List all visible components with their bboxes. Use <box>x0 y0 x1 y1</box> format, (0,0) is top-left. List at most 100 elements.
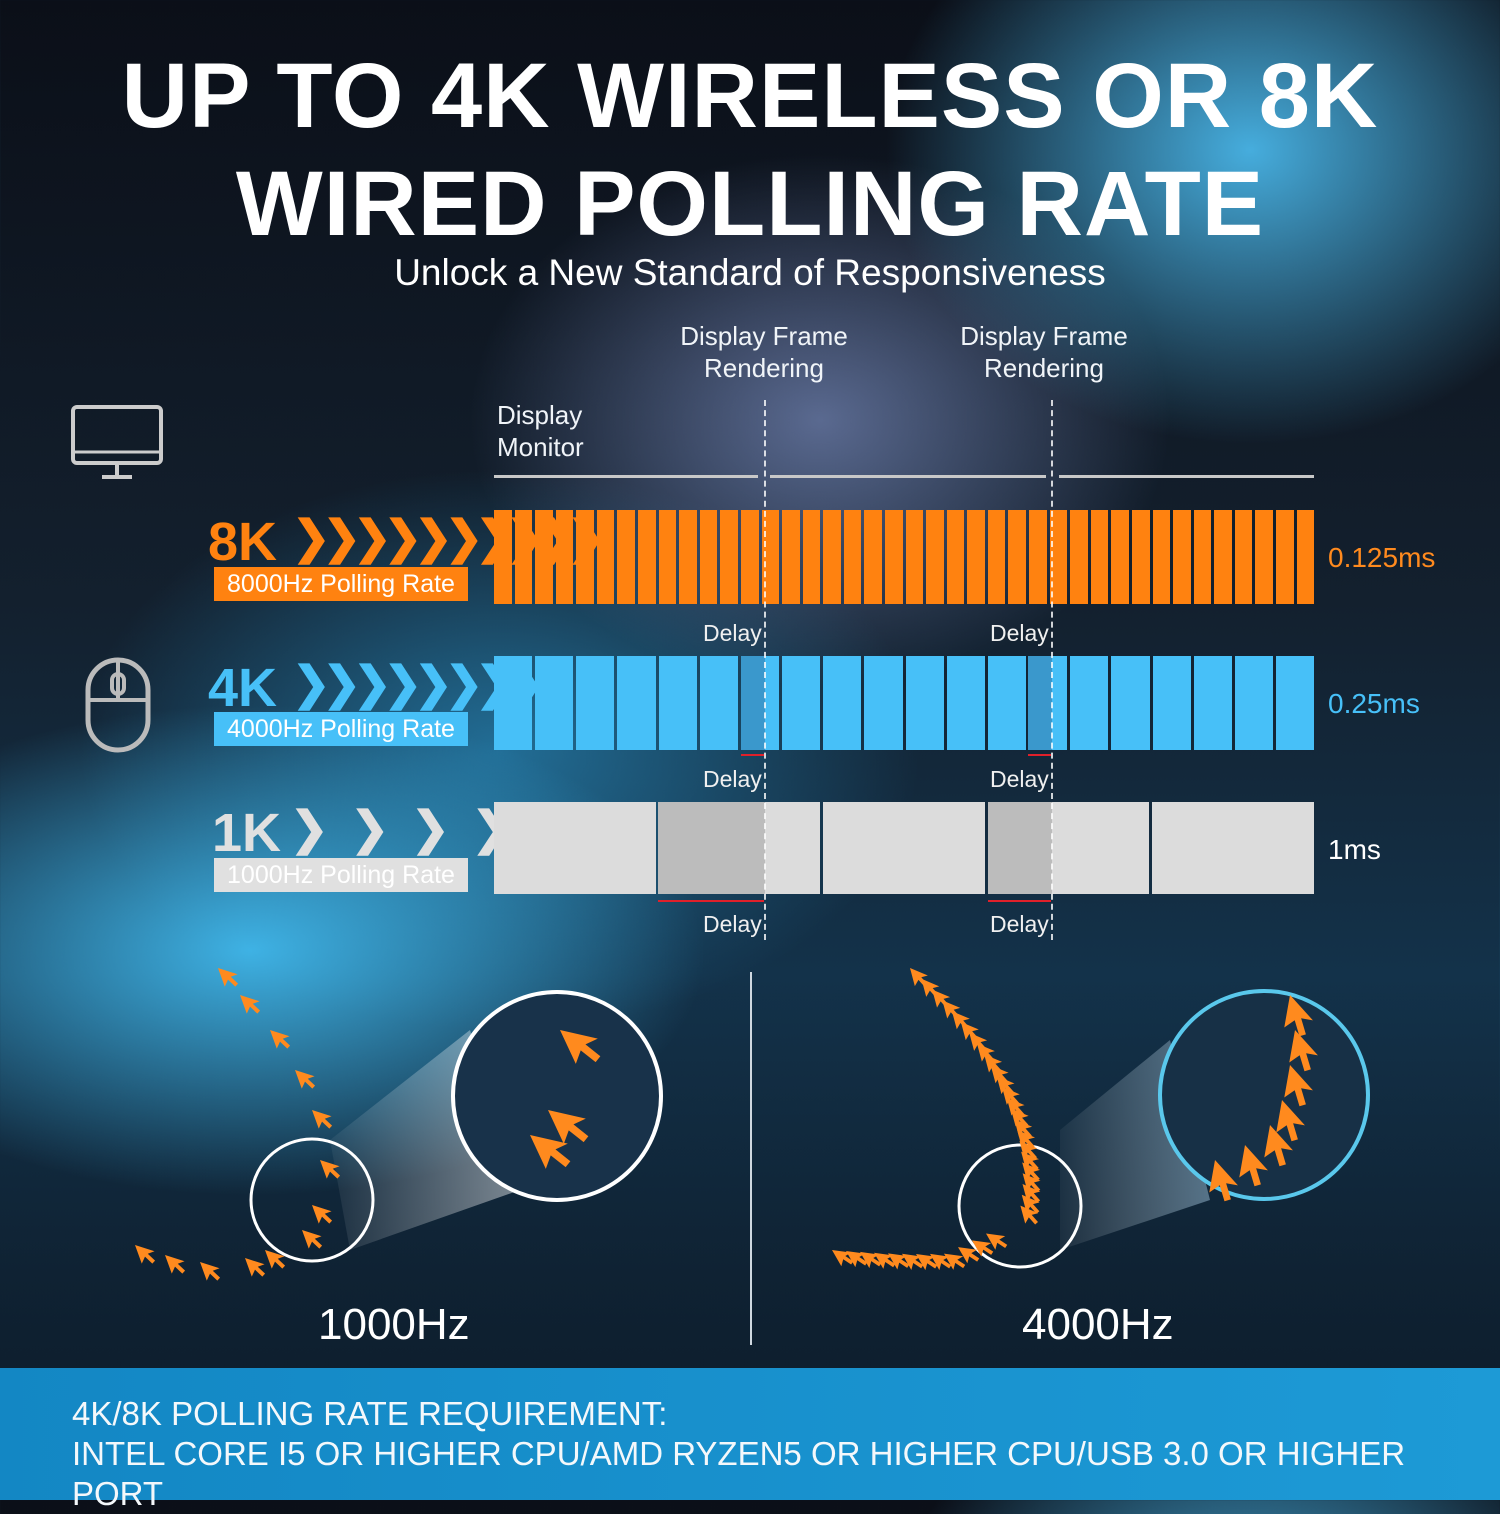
delay-marker <box>658 900 764 902</box>
polling-segment <box>1173 510 1191 604</box>
magnifier-circle-right <box>1158 989 1370 1201</box>
display-monitor-label: Display Monitor <box>497 400 584 462</box>
polling-segment <box>494 510 512 604</box>
delay-shade-4k-1 <box>741 656 765 750</box>
focus-circle-right <box>957 1143 1083 1269</box>
delay-marker <box>988 900 1051 902</box>
interval-8k: 0.125ms <box>1328 542 1436 573</box>
frame-divider-2 <box>1051 400 1053 940</box>
polling-segment <box>535 656 574 750</box>
cursor-arrow-icon <box>200 1262 221 1281</box>
cursor-arrow-icon <box>1209 1160 1238 1202</box>
polling-bar-4k <box>494 656 1315 750</box>
polling-segment <box>596 510 615 604</box>
polling-segment <box>905 656 944 750</box>
rate-label-8k: 8000Hz Polling Rate <box>214 567 468 601</box>
label-4000hz: 4000Hz <box>1022 1300 1174 1349</box>
polling-segment <box>658 656 697 750</box>
cursor-arrow-icon <box>295 1070 316 1089</box>
badge-8k: 8K <box>208 512 278 572</box>
cursor-arrow-icon <box>888 1253 910 1270</box>
polling-segment <box>617 510 636 604</box>
polling-segment <box>926 510 944 604</box>
cursor-arrow-icon <box>1276 1100 1305 1142</box>
cursor-arrow-icon <box>548 1110 589 1144</box>
polling-segment <box>1008 510 1027 604</box>
polling-segment <box>987 656 1027 750</box>
cursor-arrow-icon <box>240 995 261 1014</box>
polling-segment <box>1029 510 1047 604</box>
delay-marker <box>741 754 764 756</box>
badge-1k: 1K <box>212 803 282 863</box>
cursor-arrow-icon <box>1284 995 1313 1037</box>
frame-rendering-label-2: Display Frame Rendering <box>960 321 1128 383</box>
polling-segment <box>1214 510 1232 604</box>
cursor-arrow-icon <box>1020 1205 1039 1225</box>
polling-segment <box>576 656 615 750</box>
cursor-arrow-icon <box>560 1030 601 1064</box>
title-line-2: WIRED POLLING RATE <box>235 153 1265 255</box>
delay-label: Delay <box>703 620 762 646</box>
polling-segment <box>1070 656 1109 750</box>
polling-segment <box>740 510 759 604</box>
delay-label: Delay <box>990 766 1049 792</box>
polling-segment <box>699 510 718 604</box>
polling-segment <box>1152 802 1314 894</box>
polling-segment <box>1234 656 1273 750</box>
polling-segment <box>1296 510 1315 604</box>
cursor-arrow-icon <box>165 1255 186 1274</box>
title-line-1: UP TO 4K WIRELESS OR 8K <box>121 45 1379 147</box>
polling-segment <box>494 802 656 894</box>
polling-segment <box>699 656 738 750</box>
polling-segment <box>1275 510 1294 604</box>
polling-segment <box>864 510 882 604</box>
polling-segment <box>1193 510 1212 604</box>
polling-segment <box>514 510 533 604</box>
monitor-icon <box>71 405 163 479</box>
polling-segment <box>1234 510 1253 604</box>
polling-segment <box>782 656 821 750</box>
polling-segment <box>1255 510 1273 604</box>
polling-segment <box>782 510 800 604</box>
delay-label: Delay <box>990 911 1049 937</box>
cursor-arrow-icon <box>874 1252 896 1269</box>
interval-4k: 0.25ms <box>1328 688 1420 719</box>
frame-divider-1 <box>764 400 766 940</box>
polling-segment <box>576 510 594 604</box>
polling-segment <box>864 656 903 750</box>
polling-segment <box>905 510 924 604</box>
polling-bar-8k <box>494 510 1315 604</box>
frame-line-1 <box>494 475 758 478</box>
polling-segment <box>946 510 965 604</box>
delay-label: Delay <box>990 620 1049 646</box>
polling-bar-1k <box>494 802 1314 894</box>
footer-text: INTEL CORE I5 OR HIGHER CPU/AMD RYZEN5 O… <box>72 1435 1406 1512</box>
polling-segment <box>658 510 677 604</box>
polling-segment <box>1193 656 1232 750</box>
interval-1k: 1ms <box>1328 834 1381 865</box>
cursor-arrow-icon <box>530 1135 571 1169</box>
polling-segment <box>1070 510 1088 604</box>
cursor-arrow-icon <box>1239 1145 1268 1187</box>
cursor-arrow-icon <box>1264 1125 1293 1167</box>
frame-line-3 <box>1059 475 1314 478</box>
cursor-arrow-icon <box>312 1205 333 1224</box>
cursor-arrow-icon <box>320 1160 341 1179</box>
polling-segment <box>967 510 985 604</box>
delay-label: Delay <box>703 911 762 937</box>
polling-segment <box>1111 656 1150 750</box>
chevrons-8k: ❯❯❯❯❯❯❯❯❯❯ <box>292 511 605 563</box>
cursor-arrow-icon <box>930 1253 952 1271</box>
cursor-arrow-icon <box>986 1233 1008 1250</box>
polling-segment <box>823 802 985 894</box>
cursor-arrow-icon <box>135 1245 156 1264</box>
footer-heading: 4K/8K POLLING RATE REQUIREMENT: <box>72 1395 668 1432</box>
polling-segment <box>1049 510 1068 604</box>
polling-segment <box>946 656 985 750</box>
frame-rendering-label-1: Display Frame Rendering <box>680 321 848 383</box>
polling-segment <box>843 510 862 604</box>
delay-shade-1k-2 <box>988 802 1052 894</box>
cursor-arrow-icon <box>265 1250 286 1269</box>
polling-segment <box>535 510 553 604</box>
polling-segment <box>1090 510 1109 604</box>
